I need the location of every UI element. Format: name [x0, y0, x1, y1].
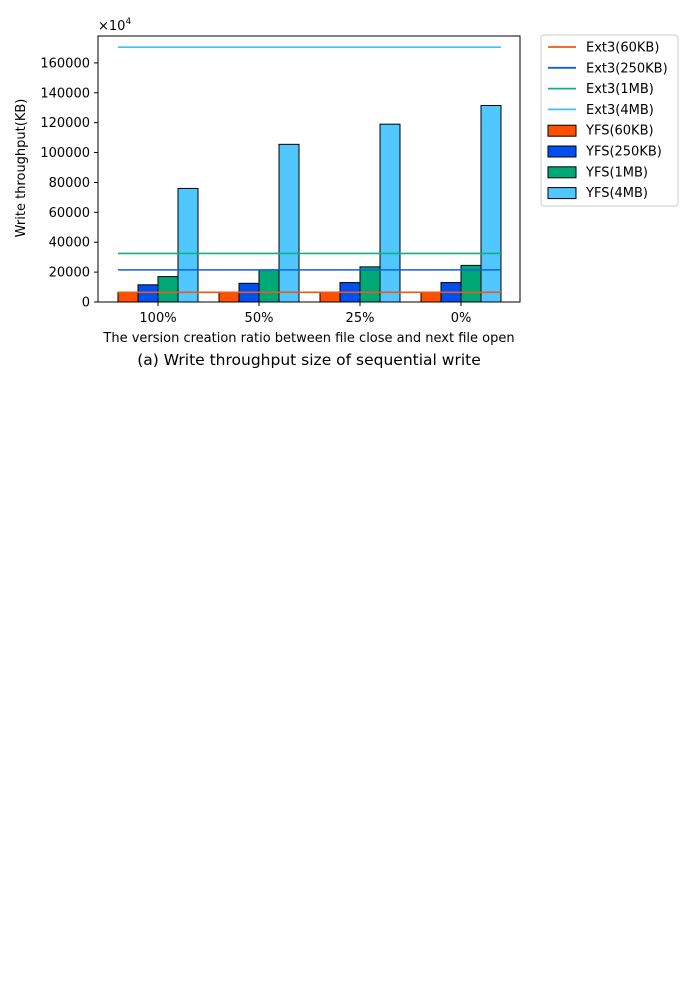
bar [480, 104, 502, 303]
y-tick-label: 120000 [40, 116, 90, 131]
x-tick-label: 0% [451, 311, 472, 326]
y-axis-label: Write throughput(KB) [14, 99, 29, 238]
bar [420, 291, 442, 303]
legend-label: YFS(4MB) [585, 186, 648, 201]
legend-swatch-bar [547, 166, 577, 179]
legend-frame [540, 34, 679, 207]
bar [319, 291, 341, 303]
bar [117, 291, 139, 303]
legend-swatch-bar [547, 124, 577, 137]
legend-label: Ext3(1MB) [586, 82, 654, 97]
y-tick-label: 80000 [49, 176, 90, 191]
bar [177, 187, 199, 303]
bar [218, 291, 240, 303]
legend-label: Ext3(60KB) [586, 41, 659, 56]
bar [278, 143, 300, 303]
legend-label: YFS(60KB) [585, 124, 654, 139]
y-tick-label: 60000 [49, 206, 90, 221]
y-tick-label: 40000 [49, 236, 90, 251]
x-tick-label: 25% [346, 311, 375, 326]
y-axis: 0 20000 40000 60000 80000 100000 120000 140000 1… [40, 56, 98, 311]
plot-area-frame [97, 35, 521, 303]
bar [359, 266, 381, 303]
x-tick-label: 100% [139, 311, 176, 326]
y-tick-label: 100000 [40, 146, 90, 161]
legend: Ext3(60KB) Ext3(250KB) Ext3(1MB) Ext3(4MB) Y… [540, 34, 679, 207]
legend-label: Ext3(4MB) [586, 103, 654, 118]
legend-swatch-bar [547, 187, 577, 200]
y-tick-label: 20000 [49, 266, 90, 281]
bar [379, 123, 401, 303]
bars-layer [117, 104, 502, 303]
legend-label: Ext3(250KB) [586, 61, 668, 76]
x-tick-label: 50% [245, 311, 274, 326]
legend-swatch-bar [547, 145, 577, 158]
legend-label: YFS(250KB) [585, 145, 662, 160]
reference-lines-layer [118, 46, 501, 294]
legend-label: YFS(1MB) [585, 165, 648, 180]
x-axis: 100% 50% 25% 0% [139, 302, 471, 326]
y-tick-label: 140000 [40, 86, 90, 101]
chart-caption: (a) Write throughput size of sequential … [137, 351, 481, 369]
y-axis-multiplier: ×104 [98, 17, 131, 34]
bar [460, 264, 482, 303]
y-tick-label: 0 [82, 296, 90, 311]
bar [137, 284, 159, 303]
bar [157, 276, 179, 303]
bar [258, 269, 280, 303]
x-axis-label: The version creation ratio between file … [102, 331, 514, 346]
y-tick-label: 160000 [40, 56, 90, 71]
